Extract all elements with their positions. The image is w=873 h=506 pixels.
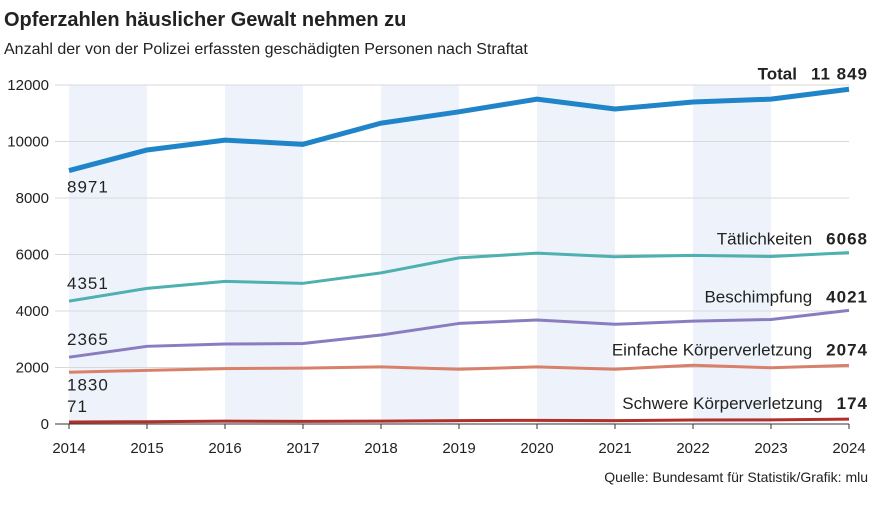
x-tick-label: 2014 <box>52 440 85 457</box>
series-line <box>68 363 850 374</box>
y-tick-label: 10000 <box>7 134 49 151</box>
legend-label: Einfache Körperverletzung <box>612 340 812 359</box>
end-value-label: 6068 <box>826 230 868 249</box>
series-line <box>68 417 850 424</box>
legend-label: Beschimpfung <box>704 287 812 306</box>
end-value-label: 2074 <box>826 340 868 359</box>
chart-title: Opferzahlen häuslicher Gewalt nehmen zu <box>4 9 406 31</box>
x-tick-label: 2022 <box>676 440 709 457</box>
series-line <box>68 251 850 303</box>
end-value-label: 174 <box>837 394 868 413</box>
x-tick-label: 2019 <box>442 440 475 457</box>
start-value-label: 1830 <box>67 375 109 394</box>
legend-label: Tätlichkeiten <box>717 230 812 249</box>
start-value-label: 2365 <box>67 330 109 349</box>
x-tick-label: 2017 <box>286 440 319 457</box>
y-tick-label: 0 <box>41 416 49 433</box>
end-value-label: 11 849 <box>811 64 868 83</box>
series-line <box>68 308 850 359</box>
chart-subtitle: Anzahl der von der Polizei erfassten ges… <box>4 41 528 58</box>
x-tick-label: 2020 <box>520 440 553 457</box>
legend-label: Total <box>758 64 797 83</box>
x-tick-label: 2021 <box>598 440 631 457</box>
y-tick-label: 4000 <box>16 303 49 320</box>
start-value-label: 8971 <box>67 178 109 197</box>
x-tick-label: 2015 <box>130 440 163 457</box>
legend-label: Schwere Körperverletzung <box>622 394 822 413</box>
end-value-label: 4021 <box>826 287 868 306</box>
series-line <box>68 86 850 173</box>
y-tick-label: 12000 <box>7 77 49 94</box>
start-value-label: 4351 <box>67 274 109 293</box>
start-value-label: 71 <box>67 397 88 416</box>
x-tick-label: 2018 <box>364 440 397 457</box>
x-tick-label: 2016 <box>208 440 241 457</box>
source: Quelle: Bundesamt für Statistik/Grafik: … <box>604 469 868 485</box>
y-tick-label: 8000 <box>16 190 49 207</box>
y-tick-label: 2000 <box>16 360 49 377</box>
y-tick-label: 6000 <box>16 247 49 264</box>
x-tick-label: 2023 <box>754 440 787 457</box>
x-tick-label: 2024 <box>832 440 865 457</box>
